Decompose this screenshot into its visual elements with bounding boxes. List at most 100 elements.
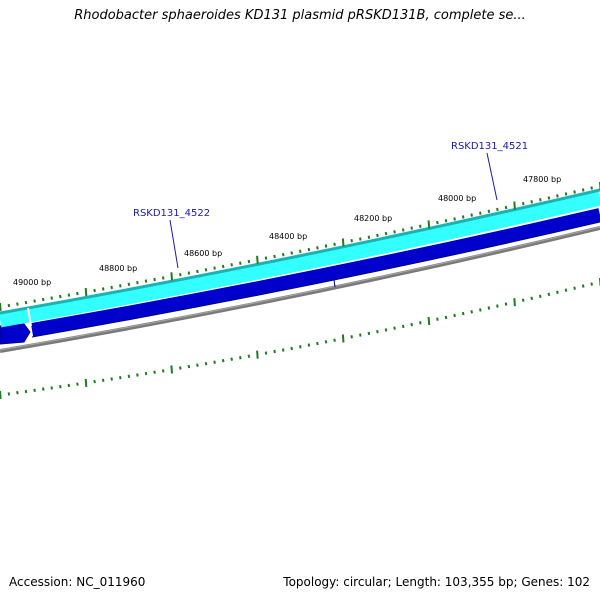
gene-leader-line [169,219,179,269]
major-tick [170,365,173,374]
minor-tick [393,326,396,330]
minor-tick [384,231,388,236]
minor-tick [401,324,405,329]
minor-tick [461,215,465,219]
minor-tick [376,233,379,238]
minor-tick [41,297,45,302]
minor-tick [461,311,465,316]
minor-tick [324,244,328,248]
accession-text: Accession: NC_011960 [9,575,146,589]
tick-label-48400: 48400 bp [269,232,307,241]
minor-tick [59,385,62,389]
minor-tick [136,281,139,285]
minor-tick [299,345,302,349]
minor-tick [196,269,199,274]
minor-tick [556,194,559,198]
minor-tick [144,371,148,376]
minor-tick [264,256,268,260]
minor-tick [221,359,225,363]
minor-tick [161,369,165,373]
minor-tick [110,377,113,381]
reverse-gene-arrow[interactable] [0,323,31,345]
minor-tick [281,348,285,352]
minor-tick [59,294,62,299]
minor-tick [367,331,371,336]
minor-tick [564,192,568,196]
minor-tick [221,264,225,269]
minor-tick [564,288,568,292]
minor-tick [290,346,293,351]
minor-tick [324,340,328,344]
minor-tick [436,317,439,321]
minor-tick [487,209,491,213]
minor-tick [7,392,11,396]
minor-tick [573,190,576,194]
tick-label-47800: 47800 bp [523,175,561,184]
map-title: Rhodobacter sphaeroides KD131 plasmid pR… [74,8,526,23]
minor-tick [590,282,593,286]
minor-tick [290,251,293,255]
tick-label-48200: 48200 bp [354,214,392,223]
minor-tick [67,383,71,388]
minor-tick [444,315,448,320]
minor-tick [127,282,131,286]
minor-tick [16,391,19,395]
minor-tick [24,389,28,394]
minor-tick [101,378,105,382]
major-tick [427,316,431,326]
minor-tick [76,382,79,386]
major-tick [0,390,2,400]
minor-tick [273,254,276,259]
minor-tick [453,313,456,318]
outer-ticks [0,182,600,312]
gene-label-rskd131-4522[interactable]: RSKD131_4522 [133,208,210,219]
minor-tick [487,306,491,310]
minor-tick [33,299,36,303]
minor-tick [479,308,482,312]
minor-tick [230,357,233,361]
gene-label-rskd131-4521[interactable]: RSKD131_4521 [451,141,528,152]
major-tick [0,302,2,312]
minor-tick [239,261,242,265]
minor-tick [179,366,182,370]
minor-tick [76,291,79,296]
forward-strand-track[interactable] [0,190,600,328]
minor-tick [470,213,473,217]
forward-strand-track-edge [0,188,600,315]
minor-tick [264,351,268,355]
minor-tick [67,293,71,297]
minor-tick [359,333,362,337]
minor-tick [7,303,11,308]
minor-tick [521,298,525,302]
minor-tick [204,268,208,272]
minor-tick [333,338,336,342]
minor-tick [213,360,216,364]
minor-tick [521,202,525,206]
gene-boundary-cyan [27,307,32,327]
minor-tick [299,249,302,253]
minor-tick [556,290,559,294]
minor-tick [307,343,311,347]
minor-tick [196,363,199,367]
minor-tick [384,328,388,332]
minor-tick [530,296,533,300]
minor-tick [479,211,482,215]
major-tick [170,272,173,281]
minor-tick [187,271,191,275]
minor-tick [144,279,148,283]
minor-tick [419,321,422,325]
minor-tick [33,388,36,392]
tick-label-48000: 48000 bp [438,194,476,203]
reverse-strand-track-edge [31,221,600,338]
minor-tick [50,386,53,390]
minor-tick [401,228,405,232]
minor-tick [204,362,208,366]
minor-tick [547,196,551,200]
inner-ticks [0,278,600,400]
reverse-strand-track [30,208,600,337]
major-tick [256,255,259,264]
major-tick [427,220,431,229]
minor-tick [187,364,191,369]
tick-label-48600: 48600 bp [184,249,222,258]
